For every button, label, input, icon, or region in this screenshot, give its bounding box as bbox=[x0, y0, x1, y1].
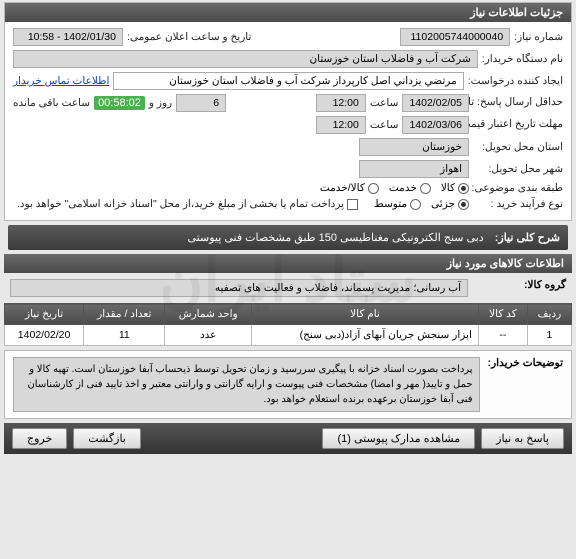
respond-button[interactable]: پاسخ به نیاز bbox=[481, 428, 564, 449]
radio-dot-icon bbox=[458, 183, 469, 194]
goods-group-value: آب رسانی؛ مدیریت پسماند، فاضلاب و فعالیت… bbox=[10, 279, 468, 297]
validity-hour: 12:00 bbox=[316, 116, 366, 134]
contact-link[interactable]: اطلاعات تماس خریدار bbox=[13, 75, 109, 87]
deadline-hour-label: ساعت bbox=[370, 97, 399, 109]
radio-low[interactable]: جزئی bbox=[431, 198, 469, 210]
panel-body: شماره نیاز: 1102005744000040 تاریخ و ساع… bbox=[5, 22, 571, 220]
row-city: شهر محل تحویل: اهواز bbox=[13, 160, 563, 178]
radio-med[interactable]: متوسط bbox=[374, 198, 421, 210]
footer-bar: پاسخ به نیاز مشاهده مدارک پیوستی (1) باز… bbox=[4, 423, 572, 454]
remain-value: 00:58:02 bbox=[94, 96, 145, 110]
panel-title: جزئیات اطلاعات نیاز bbox=[5, 3, 571, 22]
treasury-check[interactable]: پرداخت تمام یا بخشی از مبلغ خرید،از محل … bbox=[17, 198, 358, 210]
back-button[interactable]: بازگشت bbox=[73, 428, 141, 449]
process-label: نوع فرآیند خرید : bbox=[473, 198, 563, 210]
radio-low-label: جزئی bbox=[431, 198, 455, 210]
cell-unit: عدد bbox=[165, 325, 252, 346]
goods-group-label: گروه کالا: bbox=[476, 279, 566, 291]
radio-dot-icon bbox=[420, 183, 431, 194]
deadline-label: حداقل ارسال پاسخ: تا تاریخ: bbox=[473, 96, 563, 110]
deadline-hour: 12:00 bbox=[316, 94, 366, 112]
city-label: شهر محل تحویل: bbox=[473, 163, 563, 175]
exit-button[interactable]: خروج bbox=[12, 428, 67, 449]
need-number-label: شماره نیاز: bbox=[514, 31, 563, 43]
cell-date: 1402/02/20 bbox=[5, 325, 84, 346]
notes-label: توضیحات خریدار: bbox=[488, 357, 563, 412]
th-code: کد کالا bbox=[478, 304, 527, 325]
goods-table: ردیف کد کالا نام کالا واحد شمارش تعداد /… bbox=[4, 303, 572, 346]
validity-hour-label: ساعت bbox=[370, 119, 399, 131]
process-radios: جزئی متوسط bbox=[374, 198, 469, 210]
notes-text: پرداخت بصورت اسناد خزانه با پیگیری سررسی… bbox=[13, 357, 480, 412]
deadline-date: 1402/02/05 bbox=[402, 94, 469, 112]
th-name: نام کالا bbox=[252, 304, 479, 325]
province-label: استان محل تحویل: bbox=[473, 141, 563, 153]
th-qty: تعداد / مقدار bbox=[84, 304, 165, 325]
row-need-number: شماره نیاز: 1102005744000040 تاریخ و ساع… bbox=[13, 28, 563, 46]
table-header-row: ردیف کد کالا نام کالا واحد شمارش تعداد /… bbox=[5, 304, 572, 325]
validity-label: مهلت تاریخ اعتبار قیمت: تا تاریخ: bbox=[473, 118, 563, 132]
province-value: خوزستان bbox=[359, 138, 469, 156]
table-row: 1 -- ابزار سنجش جریان آبهای آزاد(دبی سنج… bbox=[5, 325, 572, 346]
remain-label: ساعت باقی مانده bbox=[13, 97, 90, 109]
days-value: 6 bbox=[176, 94, 226, 112]
day-label: روز و bbox=[149, 97, 172, 109]
announce-label: تاریخ و ساعت اعلان عمومی: bbox=[127, 31, 251, 43]
buyer-value: شرکت آب و فاضلاب استان خوزستان bbox=[13, 50, 478, 68]
radio-goods-label: کالا bbox=[441, 182, 455, 194]
row-deadline: حداقل ارسال پاسخ: تا تاریخ: 1402/02/05 س… bbox=[13, 94, 563, 112]
row-validity: مهلت تاریخ اعتبار قیمت: تا تاریخ: 1402/0… bbox=[13, 116, 563, 134]
footer-right-group: بازگشت خروج bbox=[12, 428, 141, 449]
details-panel: جزئیات اطلاعات نیاز شماره نیاز: 11020057… bbox=[4, 2, 572, 221]
validity-date: 1402/03/06 bbox=[402, 116, 469, 134]
cell-name: ابزار سنجش جریان آبهای آزاد(دبی سنج) bbox=[252, 325, 479, 346]
th-row: ردیف bbox=[527, 304, 571, 325]
radio-dot-icon bbox=[368, 183, 379, 194]
buyer-notes-box: توضیحات خریدار: پرداخت بصورت اسناد خزانه… bbox=[4, 350, 572, 419]
radio-med-label: متوسط bbox=[374, 198, 407, 210]
radio-dot-icon bbox=[458, 199, 469, 210]
th-unit: واحد شمارش bbox=[165, 304, 252, 325]
attachments-button[interactable]: مشاهده مدارک پیوستی (1) bbox=[322, 428, 475, 449]
goods-section-title: اطلاعات کالاهای مورد نیاز bbox=[4, 254, 572, 273]
requester-label: ایجاد کننده درخواست: bbox=[468, 75, 563, 87]
treasury-note: پرداخت تمام یا بخشی از مبلغ خرید،از محل … bbox=[17, 198, 344, 210]
row-buyer: نام دستگاه خریدار: شرکت آب و فاضلاب استا… bbox=[13, 50, 563, 68]
footer-left-group: پاسخ به نیاز مشاهده مدارک پیوستی (1) bbox=[322, 428, 564, 449]
cell-qty: 11 bbox=[84, 325, 165, 346]
category-label: طبقه بندی موضوعی: bbox=[473, 182, 563, 194]
summary-box: شرح کلی نیاز: دبی سنج الکترونیکی مغناطیس… bbox=[8, 225, 568, 250]
need-number-value: 1102005744000040 bbox=[400, 28, 510, 46]
city-value: اهواز bbox=[359, 160, 469, 178]
summary-label: شرح کلی نیاز: bbox=[495, 232, 560, 244]
radio-service-label: خدمت bbox=[389, 182, 417, 194]
radio-goods[interactable]: کالا bbox=[441, 182, 469, 194]
cell-code: -- bbox=[478, 325, 527, 346]
radio-goods-service[interactable]: کالا/خدمت bbox=[320, 182, 379, 194]
requester-value: مرتضي يزداني اصل كارپرداز شركت آب و فاضل… bbox=[113, 72, 463, 90]
radio-dot-icon bbox=[410, 199, 421, 210]
cell-row: 1 bbox=[527, 325, 571, 346]
row-process: نوع فرآیند خرید : جزئی متوسط پرداخت تمام… bbox=[13, 198, 563, 210]
category-radios: کالا خدمت کالا/خدمت bbox=[320, 182, 469, 194]
row-province: استان محل تحویل: خوزستان bbox=[13, 138, 563, 156]
announce-value: 1402/01/30 - 10:58 bbox=[13, 28, 123, 46]
buyer-label: نام دستگاه خریدار: bbox=[482, 53, 563, 65]
row-requester: ایجاد کننده درخواست: مرتضي يزداني اصل كا… bbox=[13, 72, 563, 90]
row-category: طبقه بندی موضوعی: کالا خدمت کالا/خدمت bbox=[13, 182, 563, 194]
radio-service[interactable]: خدمت bbox=[389, 182, 431, 194]
th-date: تاریخ نیاز bbox=[5, 304, 84, 325]
summary-text: دبی سنج الکترونیکی مغناطیسی 150 طبق مشخص… bbox=[188, 232, 484, 244]
radio-goods-service-label: کالا/خدمت bbox=[320, 182, 365, 194]
checkbox-icon bbox=[347, 199, 358, 210]
goods-group-row: گروه کالا: آب رسانی؛ مدیریت پسماند، فاضل… bbox=[0, 275, 576, 301]
